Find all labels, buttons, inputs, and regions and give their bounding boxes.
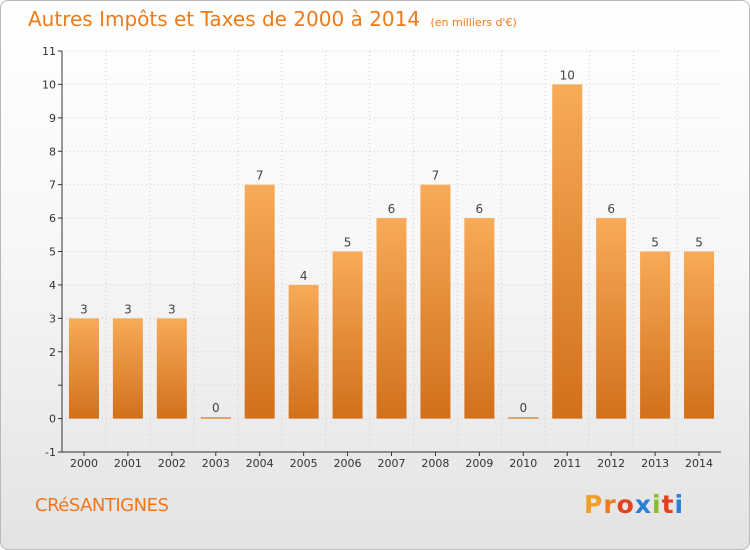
chart-title: Autres Impôts et Taxes de 2000 à 2014 (e… bbox=[28, 7, 517, 31]
x-tick-label: 2012 bbox=[597, 457, 625, 470]
bar bbox=[112, 318, 143, 419]
bar-value-label: 10 bbox=[560, 68, 575, 82]
bar bbox=[596, 218, 627, 419]
bar bbox=[376, 218, 407, 419]
bar bbox=[508, 417, 539, 419]
bar-value-label: 6 bbox=[607, 202, 615, 216]
bar-value-label: 0 bbox=[212, 401, 220, 415]
bar bbox=[156, 318, 187, 419]
x-tick-label: 2002 bbox=[158, 457, 186, 470]
brand-logo-letter: i bbox=[652, 490, 662, 519]
bar bbox=[464, 218, 495, 419]
bar-value-label: 4 bbox=[300, 269, 308, 283]
bar-value-label: 6 bbox=[388, 202, 396, 216]
y-tick-label: 0 bbox=[49, 413, 56, 426]
bar-value-label: 7 bbox=[432, 169, 440, 183]
bar bbox=[200, 417, 231, 419]
y-tick-label: -1 bbox=[45, 446, 56, 459]
x-tick-label: 2009 bbox=[465, 457, 493, 470]
bar bbox=[332, 251, 363, 419]
y-tick-label: 10 bbox=[42, 78, 56, 91]
y-tick-label: 4 bbox=[49, 279, 56, 292]
chart-title-text: Autres Impôts et Taxes de 2000 à 2014 bbox=[28, 7, 421, 31]
brand-logo-letter: t bbox=[661, 490, 675, 519]
chart-unit-label: (en milliers d'€) bbox=[430, 16, 517, 29]
x-tick-label: 2003 bbox=[202, 457, 230, 470]
x-tick-label: 2010 bbox=[509, 457, 537, 470]
x-tick-label: 2000 bbox=[70, 457, 98, 470]
bar bbox=[68, 318, 99, 419]
x-tick-label: 2004 bbox=[246, 457, 274, 470]
bar bbox=[552, 84, 583, 419]
bar bbox=[684, 251, 715, 419]
bar-value-label: 5 bbox=[695, 236, 703, 250]
x-tick-label: 2007 bbox=[378, 457, 406, 470]
x-tick-label: 2001 bbox=[114, 457, 142, 470]
y-tick-label: 8 bbox=[49, 145, 56, 158]
bar-value-label: 0 bbox=[519, 401, 527, 415]
bar-value-label: 5 bbox=[344, 236, 352, 250]
bar bbox=[420, 184, 451, 419]
x-tick-label: 2008 bbox=[421, 457, 449, 470]
brand-logo-letter: P bbox=[584, 490, 604, 519]
x-tick-label: 2006 bbox=[334, 457, 362, 470]
bar-value-label: 3 bbox=[168, 302, 176, 316]
x-tick-label: 2013 bbox=[641, 457, 669, 470]
bar-value-label: 3 bbox=[80, 302, 88, 316]
y-tick-label: 9 bbox=[49, 112, 56, 125]
x-tick-label: 2014 bbox=[685, 457, 713, 470]
y-tick-label: 7 bbox=[49, 179, 56, 192]
bar-value-label: 6 bbox=[476, 202, 484, 216]
y-tick-label: 11 bbox=[42, 45, 56, 58]
bar-value-label: 5 bbox=[651, 236, 659, 250]
commune-name: CRéSANTIGNES bbox=[35, 495, 169, 516]
y-tick-label: 2 bbox=[49, 346, 56, 359]
brand-logo-letter: o bbox=[616, 490, 635, 519]
brand-logo-letter: i bbox=[674, 490, 685, 519]
brand-logo-letter: r bbox=[603, 490, 617, 519]
y-tick-label: 5 bbox=[49, 246, 56, 259]
bar-value-label: 7 bbox=[256, 169, 264, 183]
bar bbox=[288, 284, 319, 419]
bar bbox=[244, 184, 275, 419]
y-tick-label: 3 bbox=[49, 312, 56, 325]
y-tick-label: 6 bbox=[49, 212, 56, 225]
brand-logo[interactable]: Proxiti bbox=[584, 490, 684, 519]
bar bbox=[640, 251, 671, 419]
x-tick-label: 2005 bbox=[290, 457, 318, 470]
x-tick-label: 2011 bbox=[553, 457, 581, 470]
brand-logo-letter: x bbox=[634, 490, 652, 519]
bar-value-label: 3 bbox=[124, 302, 132, 316]
